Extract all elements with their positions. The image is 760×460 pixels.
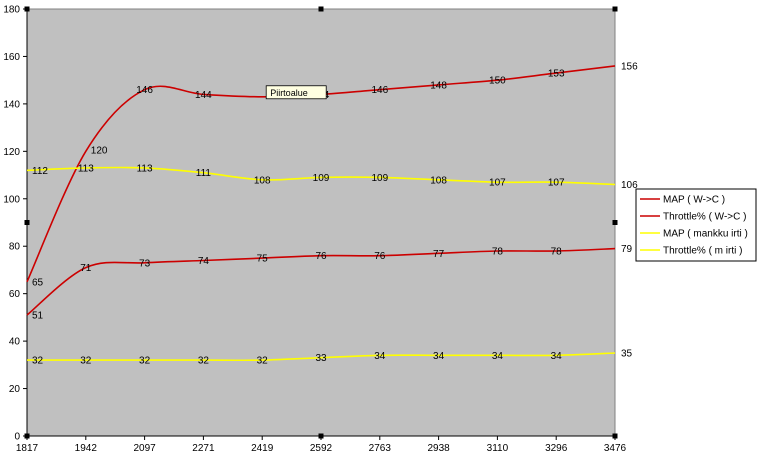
legend-entry[interactable]: MAP ( mankku irti ) xyxy=(640,229,748,240)
x-tick-label: 2763 xyxy=(369,443,392,454)
plot-area xyxy=(26,8,616,437)
data-label: 146 xyxy=(371,85,388,96)
data-label: 112 xyxy=(32,166,48,177)
data-label: 71 xyxy=(80,263,92,274)
x-tick-label: 2419 xyxy=(251,443,274,454)
data-label: 35 xyxy=(621,348,633,359)
data-label: 32 xyxy=(139,356,151,367)
tooltip-text: Piirtoalue xyxy=(270,88,308,98)
x-tick-label: 2938 xyxy=(427,443,450,454)
data-label: 153 xyxy=(548,69,565,80)
legend-box xyxy=(635,188,757,262)
y-tick-label: 180 xyxy=(3,5,20,16)
y-tick-label: 140 xyxy=(3,99,20,110)
legend-label: Throttle% ( m irti ) xyxy=(663,246,742,257)
selection-handles xyxy=(24,6,618,439)
selection-handle[interactable] xyxy=(24,433,30,439)
data-label: 106 xyxy=(621,180,638,191)
x-tick-label: 2271 xyxy=(192,443,215,454)
legend-entry[interactable]: MAP ( W->C ) xyxy=(640,195,725,206)
y-tick-label: 0 xyxy=(14,432,20,443)
data-label: 34 xyxy=(374,351,386,362)
x-axis: 1817 1942 2097 2271 2419 2592 2763 2938 3110 3296… xyxy=(16,435,627,454)
legend-entry[interactable]: Throttle% ( m irti ) xyxy=(640,246,742,257)
x-tick-label: 3476 xyxy=(604,443,627,454)
data-label: 78 xyxy=(492,246,504,257)
data-label: 109 xyxy=(313,173,330,184)
data-label: 109 xyxy=(371,173,388,184)
selection-handle[interactable] xyxy=(24,220,30,225)
data-label: 76 xyxy=(315,251,327,262)
y-tick-label: 100 xyxy=(3,194,20,205)
data-label: 107 xyxy=(489,178,506,189)
data-label: 32 xyxy=(257,356,269,367)
x-tick-label: 3110 xyxy=(487,443,509,454)
y-tick-label: 120 xyxy=(3,147,20,158)
selection-handle[interactable] xyxy=(318,6,324,12)
data-label: 32 xyxy=(198,356,210,367)
x-tick-label: 2592 xyxy=(310,443,333,454)
data-label: 113 xyxy=(78,163,94,174)
data-label: 51 xyxy=(32,311,44,322)
data-label: 107 xyxy=(548,178,565,189)
y-tick-label: 20 xyxy=(9,384,21,395)
selection-handle[interactable] xyxy=(612,433,618,439)
selection-handle[interactable] xyxy=(318,433,324,439)
legend-label: MAP ( mankku irti ) xyxy=(663,229,748,240)
selection-handle[interactable] xyxy=(612,6,618,12)
legend[interactable]: MAP ( W->C ) Throttle% ( W->C ) MAP ( mank… xyxy=(635,188,757,262)
y-tick-label: 60 xyxy=(9,289,21,300)
data-labels: 6512014614414414614815015315651717374757… xyxy=(32,61,638,366)
series-line-4 xyxy=(27,352,616,362)
data-label: 148 xyxy=(430,80,447,91)
data-label: 34 xyxy=(433,351,445,362)
x-tick-label: 1817 xyxy=(16,443,39,454)
x-tick-label: 3296 xyxy=(545,443,568,454)
legend-label: MAP ( W->C ) xyxy=(663,195,725,206)
data-label: 32 xyxy=(32,356,44,367)
selection-handle[interactable] xyxy=(24,6,30,12)
data-label: 33 xyxy=(315,353,327,364)
legend-label: Throttle% ( W->C ) xyxy=(663,212,746,223)
x-tick-label: 2097 xyxy=(133,443,156,454)
data-label: 34 xyxy=(551,351,563,362)
series-line-2 xyxy=(26,247,616,316)
data-label: 78 xyxy=(551,246,563,257)
data-label: 75 xyxy=(257,254,269,265)
series-line-3 xyxy=(26,166,616,186)
x-tick-label: 1942 xyxy=(75,443,98,454)
data-label: 120 xyxy=(91,145,108,156)
data-label: 144 xyxy=(195,90,212,101)
legend-entry[interactable]: Throttle% ( W->C ) xyxy=(640,212,746,223)
data-label: 111 xyxy=(196,168,212,179)
data-label: 108 xyxy=(254,175,271,186)
data-label: 74 xyxy=(198,256,210,267)
data-label: 65 xyxy=(32,277,44,288)
chart-tooltip: Piirtoalue xyxy=(265,85,327,100)
data-label: 108 xyxy=(430,175,447,186)
data-label: 79 xyxy=(621,244,633,255)
y-axis: 0 20 40 60 80 100 120 140 160 180 xyxy=(3,5,28,443)
y-tick-label: 160 xyxy=(3,52,20,63)
data-label: 150 xyxy=(489,76,506,87)
data-label: 34 xyxy=(492,351,504,362)
selection-handle[interactable] xyxy=(612,220,618,225)
annotations: Piirtoalue xyxy=(265,85,327,100)
data-label: 77 xyxy=(433,249,445,260)
data-label: 76 xyxy=(374,251,386,262)
data-label: 113 xyxy=(137,163,153,174)
tooltip-box xyxy=(265,85,327,100)
y-tick-label: 80 xyxy=(9,242,21,253)
data-label: 156 xyxy=(621,61,638,72)
data-label: 73 xyxy=(139,258,151,269)
data-label: 146 xyxy=(136,85,153,96)
data-label: 32 xyxy=(80,356,92,367)
y-tick-label: 40 xyxy=(9,337,21,348)
